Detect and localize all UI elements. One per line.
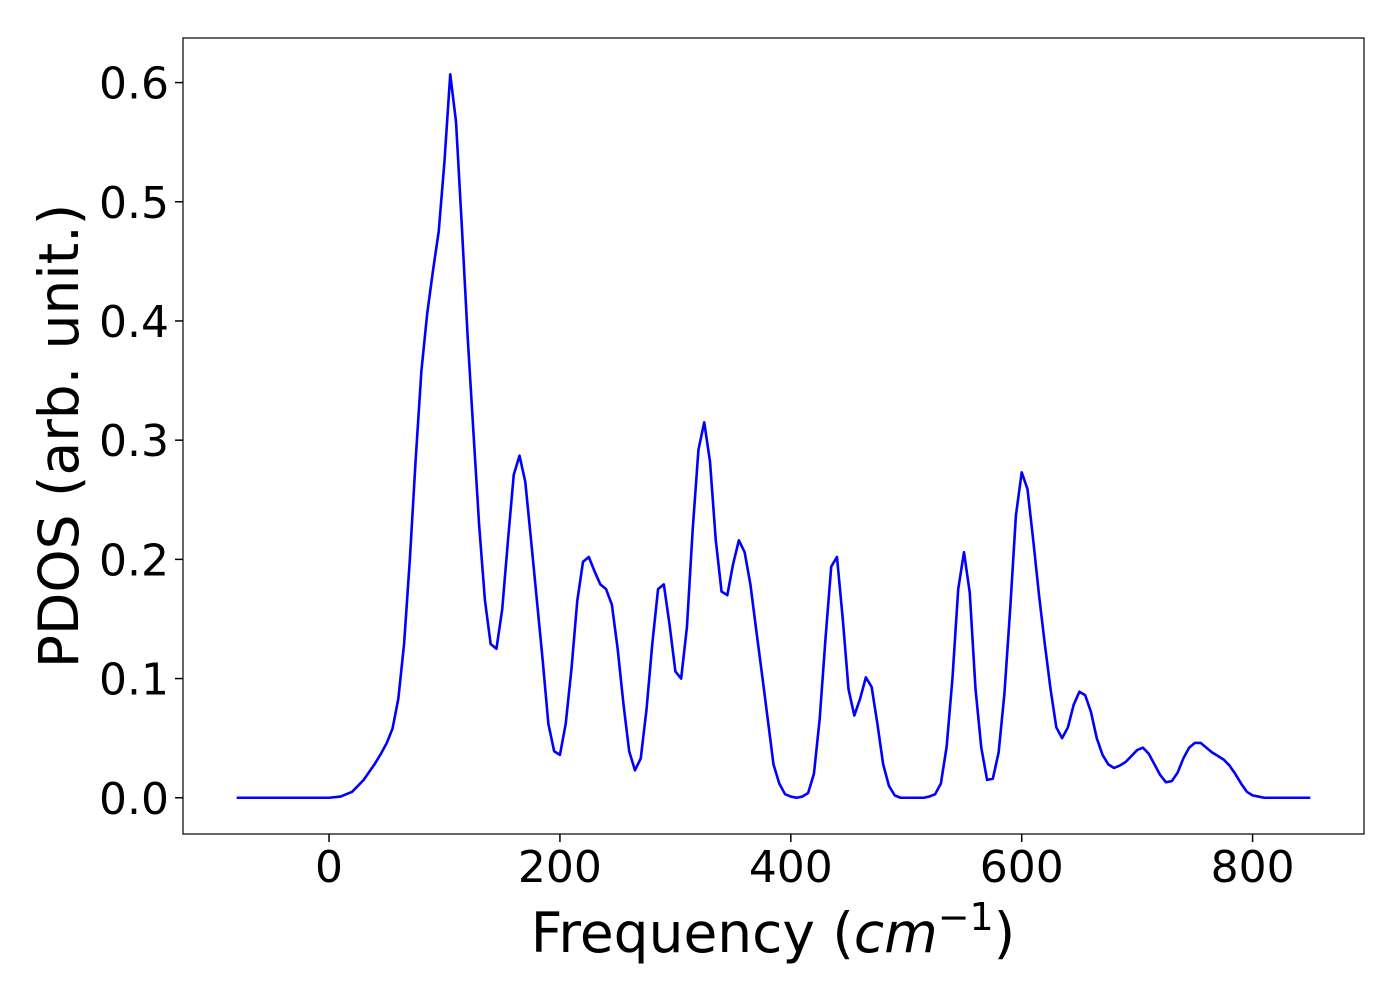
x-label-part: cm (854, 901, 938, 965)
y-tick-label: 0.4 (99, 297, 169, 348)
x-label-part: ) (994, 901, 1015, 965)
data-line (236, 72, 1311, 800)
x-tick-label: 400 (749, 842, 833, 893)
x-axis-label: Frequency (cm−1) (531, 895, 1015, 965)
plot-frame (182, 37, 1365, 835)
x-label-part: −1 (938, 895, 994, 939)
y-tick-label: 0.2 (99, 535, 169, 586)
x-tick-label: 0 (315, 842, 343, 893)
x-tick-label: 600 (980, 842, 1064, 893)
y-tick-label: 0.1 (99, 655, 169, 706)
x-label-part: Frequency ( (531, 901, 854, 965)
y-tick-label: 0.0 (99, 774, 169, 825)
y-tick-label: 0.3 (99, 416, 169, 467)
x-tick-label: 200 (518, 842, 602, 893)
y-tick-label: 0.5 (99, 178, 169, 229)
x-tick-label: 800 (1211, 842, 1295, 893)
y-axis-label: PDOS (arb. unit.) (27, 204, 91, 668)
y-tick-label: 0.6 (99, 59, 169, 110)
